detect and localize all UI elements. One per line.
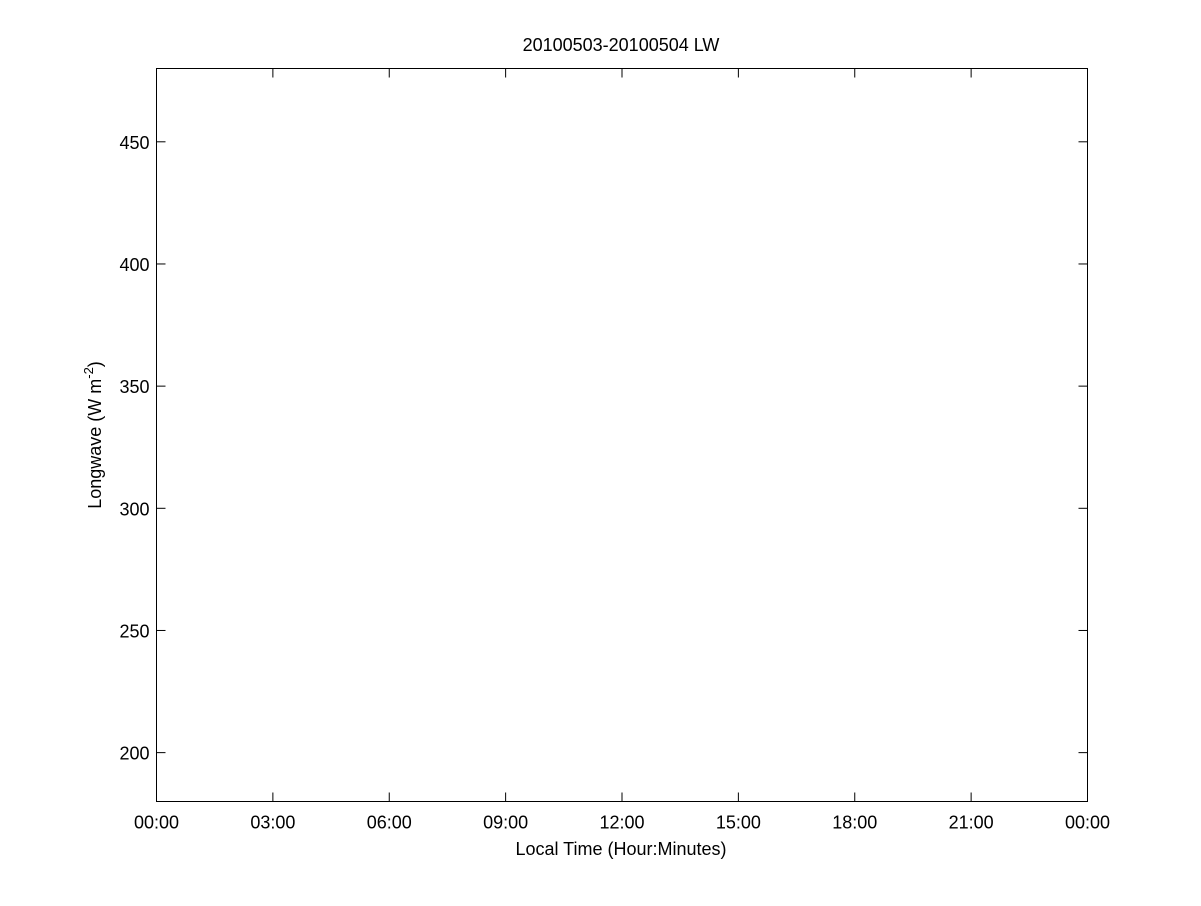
x-axis-label: Local Time (Hour:Minutes) bbox=[515, 839, 726, 859]
x-tick-label: 18:00 bbox=[832, 813, 877, 833]
x-tick-label: 03:00 bbox=[250, 813, 295, 833]
x-tick-label: 12:00 bbox=[599, 813, 644, 833]
y-tick-label: 350 bbox=[119, 377, 149, 397]
y-tick-label: 250 bbox=[119, 621, 149, 641]
y-tick-label: 300 bbox=[119, 499, 149, 519]
x-tick-label: 09:00 bbox=[483, 813, 528, 833]
y-axis-label-text: Longwave (W m bbox=[85, 379, 105, 509]
y-axis-label-suffix: ) bbox=[85, 361, 105, 367]
x-tick-label: 06:00 bbox=[367, 813, 412, 833]
x-tick-label: 21:00 bbox=[949, 813, 994, 833]
y-tick-label: 450 bbox=[119, 133, 149, 153]
x-tick-label: 00:00 bbox=[134, 813, 179, 833]
chart-title: 20100503-20100504 LW bbox=[523, 35, 720, 55]
y-axis: 200 250 300 350 400 450 bbox=[119, 133, 1088, 764]
y-axis-label-superscript: -2 bbox=[81, 367, 96, 379]
y-tick-label: 200 bbox=[119, 744, 149, 764]
x-axis: 00:00 03:00 06:00 09:00 12:00 15:00 18:00 21:00… bbox=[134, 68, 1110, 833]
plot-area bbox=[156, 68, 1088, 802]
x-tick-label: 00:00 bbox=[1065, 813, 1110, 833]
x-tick-label: 15:00 bbox=[716, 813, 761, 833]
y-axis-label: Longwave (W m-2) bbox=[81, 361, 105, 509]
y-tick-label: 400 bbox=[119, 255, 149, 275]
